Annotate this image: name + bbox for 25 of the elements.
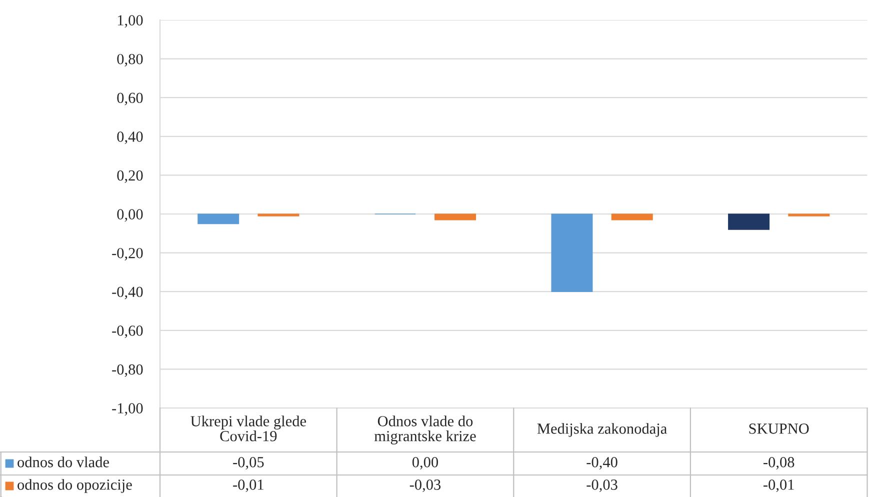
legend-label: odnos do vlade [18, 456, 109, 468]
x-tick-label: Ukrepi vlade glede Covid-19 [190, 416, 306, 442]
y-tick-label: 0,80 [117, 54, 143, 66]
data-label: -0,01 [233, 480, 264, 492]
y-tick-label: -1,00 [112, 403, 143, 416]
y-tick-label: -0,20 [112, 248, 143, 260]
y-tick-label: 1,00 [118, 15, 143, 28]
x-tick-label: SKUPNO [749, 424, 809, 434]
y-tick-label: 0,40 [117, 132, 143, 144]
legend-label: odnos do opozicije [18, 479, 132, 493]
data-label: 0,00 [412, 457, 438, 470]
data-label: -0,01 [764, 480, 794, 492]
y-tick-label: 0,60 [117, 92, 143, 106]
x-tick-label: Medijska zakonodaja [537, 423, 667, 437]
y-tick-label: -0,80 [112, 364, 143, 377]
data-label: -0,03 [586, 480, 618, 492]
data-label: -0,03 [410, 480, 441, 492]
y-tick-label: -0,40 [112, 286, 143, 300]
data-label: -0,40 [586, 457, 618, 470]
y-tick-label: 0,20 [117, 170, 143, 183]
y-tick-label: -0,60 [112, 326, 143, 338]
data-label: -0,05 [233, 457, 264, 470]
data-label: -0,08 [764, 457, 794, 470]
x-tick-label: Odnos vlade do migrantske krize [374, 416, 476, 444]
y-tick-label: 0,00 [117, 209, 143, 222]
